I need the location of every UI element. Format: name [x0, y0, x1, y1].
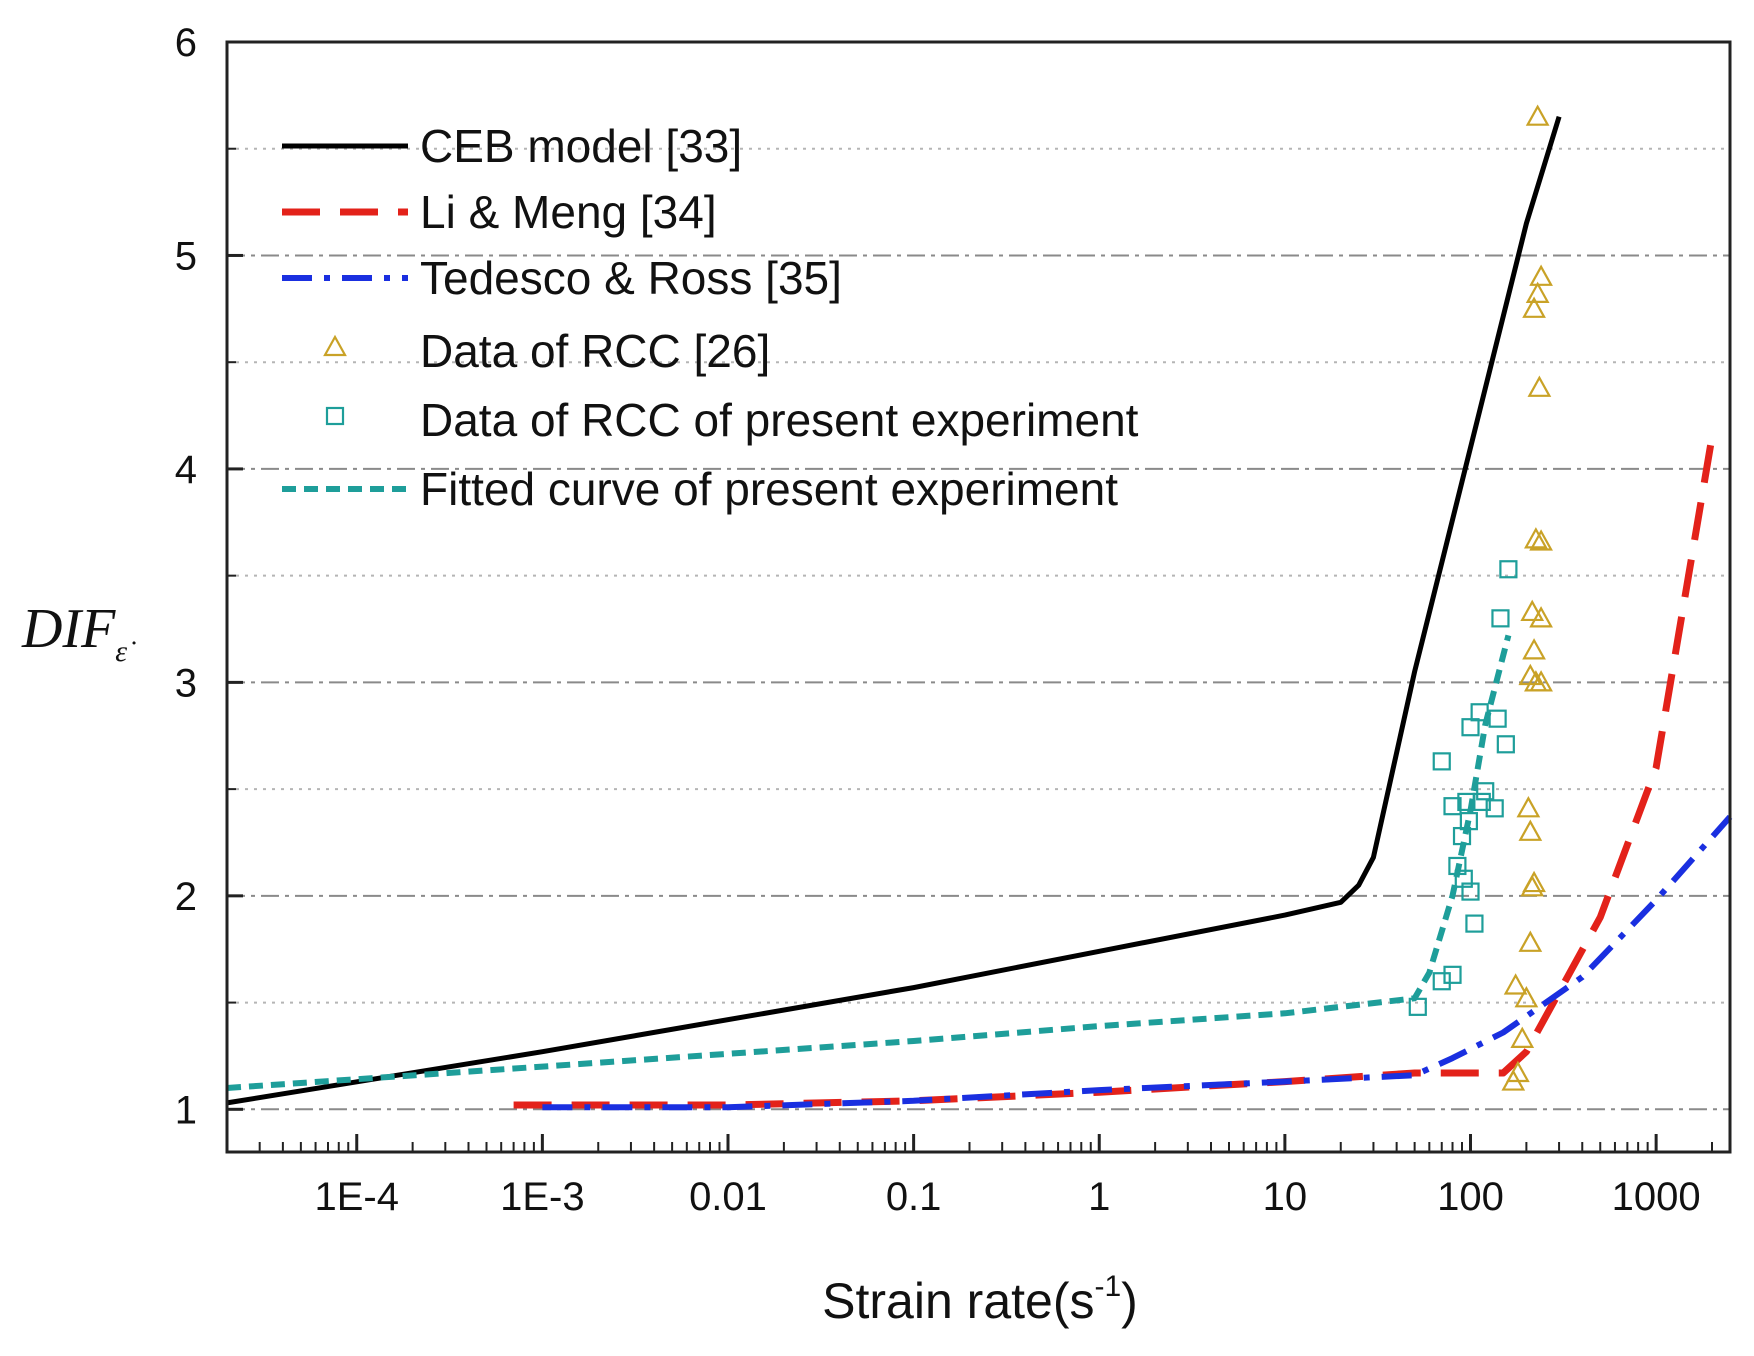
series-data-of-rcc-26-point [1522, 296, 1546, 318]
series-data-of-rcc-of-present-experiment-point [1432, 752, 1451, 771]
series-data-of-rcc-26-point [1518, 819, 1543, 841]
series-li-meng-34-line [513, 436, 1716, 1109]
series-data-of-rcc-26-point [1518, 930, 1543, 952]
axis-ticks: 1 2 3 4 5 6 1E-4 1E-3 0.01 0.1 1 10 100 1000 [175, 21, 1714, 1219]
x-tick-label: 0.01 [689, 1175, 767, 1219]
series-data-of-rcc-26-point [1520, 875, 1545, 897]
series-data-of-rcc-26-point [1529, 606, 1553, 628]
series-data-of-rcc-26-point [1520, 599, 1545, 622]
series-fitted-curve-of-present-experiment-line [226, 634, 1512, 1091]
series-data-of-rcc-of-present-experiment-point [1499, 560, 1518, 579]
series-data-of-rcc-26-point [1501, 1069, 1526, 1091]
series-data-of-rcc-of-present-experiment-point [1476, 782, 1495, 801]
legend-label-2: Li & Meng [34] [420, 186, 717, 238]
series-tedesco-ross-35 [542, 814, 1733, 1111]
y-tick-label: 2 [175, 875, 197, 919]
series-data-of-rcc-of-present-experiment-point [1443, 797, 1462, 816]
x-tick-label: 1E-3 [500, 1175, 585, 1219]
series-data-of-rcc-26-point [1529, 670, 1553, 692]
series-layer [226, 104, 1733, 1111]
series-data-of-rcc-26-point [1516, 796, 1541, 818]
y-tick-label: 1 [175, 1088, 197, 1132]
series-data-of-rcc-of-present-experiment-point [1465, 914, 1484, 933]
series-data-of-rcc-26-point [1525, 281, 1550, 303]
series-data-of-rcc-26-point [1527, 375, 1552, 397]
x-tick-label: 0.1 [886, 1175, 942, 1219]
series-data-of-rcc-of-present-experiment-point [1408, 997, 1427, 1016]
series-data-of-rcc-of-present-experiment-point [1491, 609, 1510, 628]
x-tick-label: 100 [1437, 1175, 1504, 1219]
series-data-of-rcc-26-point [1510, 1026, 1535, 1048]
y-tick-label: 5 [175, 234, 197, 278]
y-tick-label: 6 [175, 21, 197, 65]
legend-marker-5 [325, 406, 345, 426]
series-ceb-model-33 [226, 115, 1562, 1106]
series-data-of-rcc-of-present-experiment-point [1443, 965, 1462, 984]
series-ceb-model-33-line [226, 115, 1562, 1106]
series-data-of-rcc-26-point [1529, 264, 1553, 286]
legend: CEB model [33] Li & Meng [34] Tedesco & Ro… [282, 120, 1139, 515]
y-axis-title: DIFε̇ [21, 598, 136, 668]
series-data-of-rcc-of-present-experiment-point [1461, 718, 1480, 737]
legend-label-1: CEB model [33] [420, 120, 742, 172]
series-data-of-rcc-26-point [1503, 973, 1528, 995]
y-tick-label: 3 [175, 661, 197, 705]
plot-border [225, 40, 1732, 1154]
x-tick-label: 1000 [1612, 1175, 1701, 1219]
legend-marker-4 [323, 334, 347, 357]
series-tedesco-ross-35-line [542, 814, 1733, 1111]
x-tick-label: 10 [1263, 1175, 1308, 1219]
legend-label-6: Fitted curve of present experiment [420, 463, 1118, 515]
series-li-meng-34 [513, 436, 1716, 1109]
plot-frame [225, 40, 1732, 1154]
series-data-of-rcc-26-point [1525, 104, 1550, 126]
series-data-of-rcc-26-point [1514, 986, 1539, 1008]
series-data-of-rcc-of-present-experiment-point [1454, 869, 1473, 888]
legend-label-5: Data of RCC of present experiment [420, 394, 1139, 446]
series-data-of-rcc-of-present-experiment-point [1461, 882, 1480, 901]
series-data-of-rcc-of-present-experiment-point [1485, 799, 1504, 818]
series-data-of-rcc-of-present-experiment-point [1432, 972, 1451, 991]
series-data-of-rcc-of-present-experiment-point [1488, 709, 1507, 728]
series-data-of-rcc-26-point [1524, 527, 1548, 549]
legend-label-4: Data of RCC [26] [420, 325, 770, 377]
series-data-of-rcc-26 [1501, 104, 1553, 1091]
series-data-of-rcc-of-present-experiment-point [1496, 735, 1515, 754]
grid [227, 147, 1730, 1111]
x-tick-label: 1 [1088, 1175, 1110, 1219]
x-axis-title: Strain rate(s-1) [822, 1270, 1138, 1329]
legend-label-3: Tedesco & Ross [35] [420, 252, 842, 304]
y-tick-label: 4 [175, 448, 197, 492]
x-tick-label: 1E-4 [314, 1175, 399, 1219]
series-data-of-rcc-26-point [1522, 638, 1546, 660]
series-fitted-curve-of-present-experiment [226, 634, 1512, 1091]
series-data-of-rcc-26-point [1529, 529, 1553, 551]
